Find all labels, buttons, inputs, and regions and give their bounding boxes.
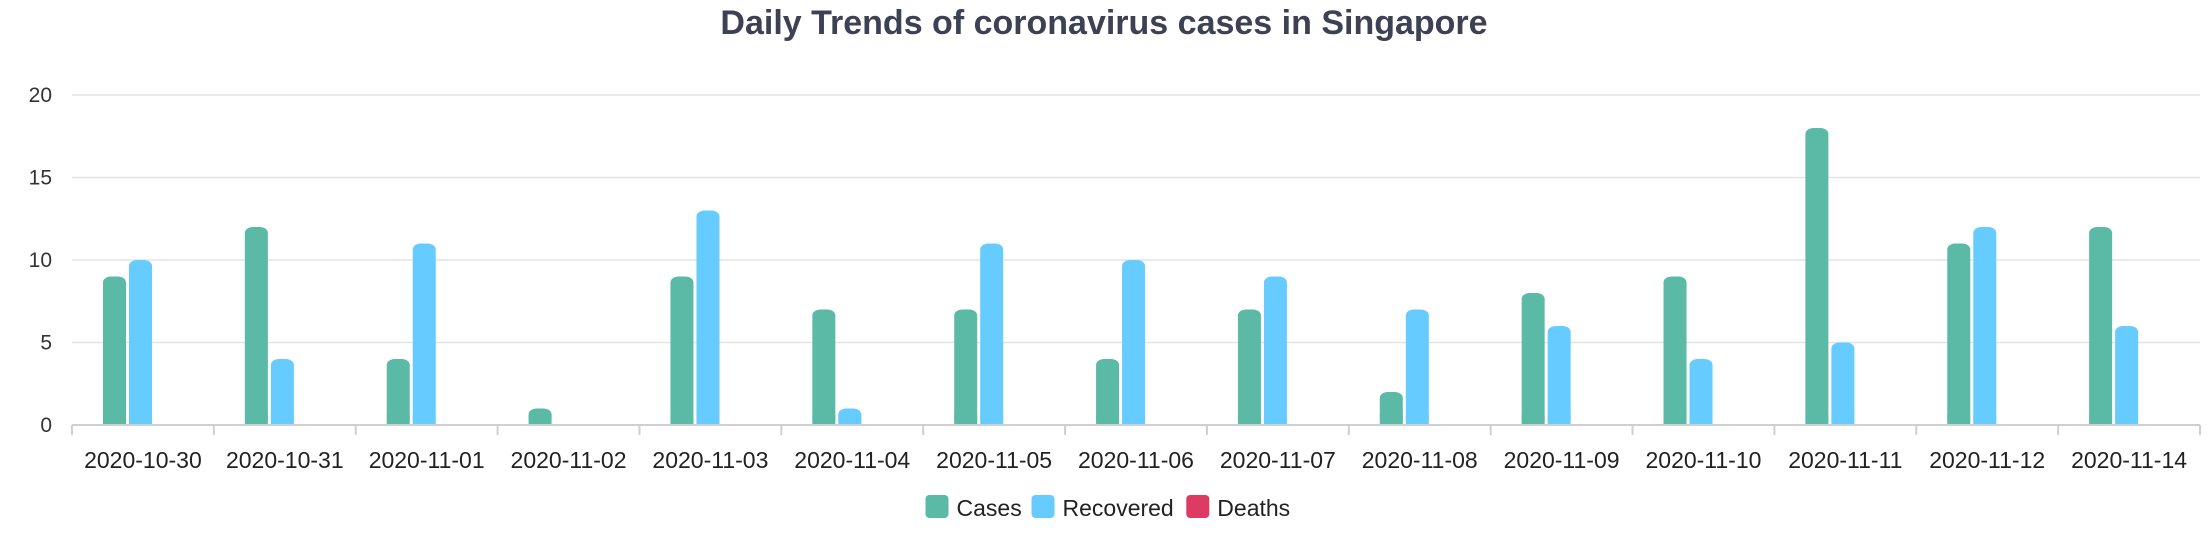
bar-cases-base xyxy=(386,415,410,425)
bar-cases xyxy=(1663,276,1687,425)
bar-cases-base xyxy=(1237,415,1261,425)
x-tick-label: 2020-10-31 xyxy=(226,447,344,473)
bar-recovered-base xyxy=(1547,415,1571,425)
bar-recovered xyxy=(1831,342,1855,425)
legend-label-cases: Cases xyxy=(957,495,1022,521)
bar-cases-base xyxy=(1805,415,1829,425)
x-tick-label: 2020-11-09 xyxy=(1504,447,1620,473)
bar-recovered xyxy=(2115,326,2139,425)
bar-recovered-base xyxy=(1122,415,1146,425)
x-axis: 2020-10-30 2020-10-31 2020-11-01 2020-11-02… xyxy=(71,424,2201,473)
bar-recovered xyxy=(1405,309,1429,425)
bar-recovered xyxy=(129,260,152,425)
y-tick-label: 5 xyxy=(40,332,52,355)
bar-recovered xyxy=(270,359,294,425)
bar-recovered xyxy=(412,243,436,425)
x-tick-label: 2020-11-04 xyxy=(794,447,910,473)
legend-label-deaths: Deaths xyxy=(1217,495,1290,521)
x-tick-label: 2020-11-07 xyxy=(1220,447,1336,473)
bar-cases-base xyxy=(103,415,126,425)
bar-cases xyxy=(670,276,694,425)
bar-recovered xyxy=(1547,326,1571,425)
bar-recovered-base xyxy=(1689,415,1713,425)
legend-swatch-cases xyxy=(925,495,949,518)
x-tick-label: 2020-11-02 xyxy=(511,447,627,473)
bar-recovered-base xyxy=(1263,415,1287,425)
bar-cases xyxy=(1805,128,1829,425)
x-tick-label: 2020-11-06 xyxy=(1078,447,1194,473)
x-tick-label: 2020-11-08 xyxy=(1362,447,1478,473)
bar-recovered xyxy=(980,243,1004,425)
bar-recovered xyxy=(1689,359,1713,425)
bar-cases-base xyxy=(528,415,552,425)
y-tick-label: 20 xyxy=(29,84,52,107)
bar-recovered-base xyxy=(696,415,720,425)
bar-cases-base xyxy=(244,415,268,425)
x-tick-label: 2020-11-03 xyxy=(652,447,768,473)
bar-recovered-base xyxy=(270,415,294,425)
bar-cases xyxy=(2089,227,2113,425)
x-tick-label: 2020-11-12 xyxy=(1929,447,2045,473)
bar-recovered-base xyxy=(1831,415,1855,425)
bar-cases-base xyxy=(1096,415,1120,425)
legend-swatch-deaths xyxy=(1186,495,1210,518)
bar-cases xyxy=(1096,359,1120,425)
bar-cases-base xyxy=(2089,415,2113,425)
bar-recovered-base xyxy=(412,415,436,425)
bar-recovered-base xyxy=(980,415,1004,425)
bar-cases xyxy=(244,227,268,425)
bar-recovered-base xyxy=(129,415,152,425)
bar-cases-base xyxy=(1663,415,1687,425)
bar-cases-base xyxy=(1521,415,1545,425)
bar-recovered-base xyxy=(1405,415,1429,425)
bars-layer xyxy=(103,128,2139,425)
bar-recovered-base xyxy=(1973,415,1997,425)
bar-cases xyxy=(1947,243,1971,425)
bar-cases xyxy=(954,309,978,425)
bar-cases-base xyxy=(1379,415,1403,425)
bar-recovered-base xyxy=(838,415,862,425)
legend: Cases Recovered Deaths xyxy=(925,495,1290,521)
legend-swatch-recovered xyxy=(1031,495,1055,518)
bar-cases xyxy=(1521,293,1545,425)
bar-cases-base xyxy=(812,415,836,425)
x-tick-label: 2020-11-11 xyxy=(1788,447,1902,473)
y-tick-label: 15 xyxy=(29,167,52,190)
bar-recovered xyxy=(1122,260,1146,425)
bar-cases-base xyxy=(954,415,978,425)
x-tick-label: 2020-10-30 xyxy=(84,447,202,473)
x-tick-label: 2020-11-01 xyxy=(369,447,485,473)
bar-cases xyxy=(103,276,126,425)
legend-label-recovered: Recovered xyxy=(1063,495,1174,521)
y-tick-label: 0 xyxy=(40,414,52,437)
bar-cases xyxy=(812,309,836,425)
bar-recovered xyxy=(696,210,720,425)
bar-cases xyxy=(1237,309,1261,425)
x-tick-label: 2020-11-14 xyxy=(2071,447,2187,473)
bar-cases xyxy=(386,359,410,425)
bar-recovered xyxy=(1973,227,1997,425)
bar-recovered-base xyxy=(2115,415,2139,425)
chart-title: Daily Trends of coronavirus cases in Sin… xyxy=(720,4,1487,42)
y-tick-label: 10 xyxy=(29,249,52,272)
bar-cases-base xyxy=(670,415,694,425)
bar-recovered xyxy=(1263,276,1287,425)
bar-cases-base xyxy=(1947,415,1971,425)
x-tick-label: 2020-11-05 xyxy=(936,447,1052,473)
x-tick-label: 2020-11-10 xyxy=(1645,447,1761,473)
